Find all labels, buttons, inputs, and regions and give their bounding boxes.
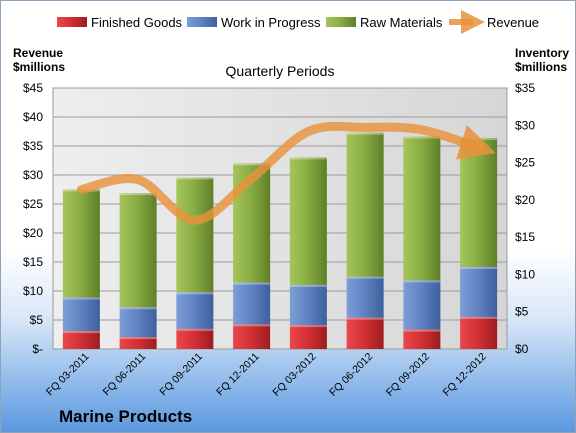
left-tick-label: $- [32,342,43,356]
bar-finished-goods-highlight [460,316,498,319]
x-tick-label: FQ 03-2012 [270,351,318,399]
right-tick-labels: $0 $5 $10 $15 $20 $25 $30 $35 [515,81,535,356]
right-tick-label: $5 [515,305,529,319]
legend-label-revenue: Revenue [487,15,539,30]
bar-finished-goods-highlight [403,329,441,332]
bar-work-in-progress [176,292,214,329]
bar-work-in-progress [460,266,498,317]
bar-work-in-progress [289,284,327,326]
bar-finished-goods [233,324,271,349]
bar-finished-goods-highlight [233,324,271,327]
bar-work-in-progress-highlight [403,280,441,283]
bar-raw-materials-highlight [289,157,327,160]
bar-finished-goods [62,331,100,349]
left-tick-label: $5 [30,313,44,327]
bar-finished-goods [403,329,441,349]
bar-raw-materials [346,132,384,277]
x-tick-label: FQ 06-2012 [327,351,375,399]
legend-swatch-finished-goods [57,17,87,27]
bar-raw-materials-highlight [119,193,157,196]
bar-finished-goods-highlight [346,317,384,320]
x-tick-label: FQ 09-2012 [384,351,432,399]
legend-label-raw-materials: Raw Materials [360,15,443,30]
bar-work-in-progress [403,280,441,330]
right-axis-title-line1: Inventory [515,46,569,60]
left-axis-title-line1: Revenue [13,46,63,60]
right-tick-label: $35 [515,81,535,95]
legend-swatch-raw-materials [326,17,356,27]
revenue-series-line [76,121,496,225]
right-tick-label: $25 [515,156,535,170]
bar-raw-materials-highlight [176,177,214,180]
left-tick-label: $40 [23,110,43,124]
left-tick-label: $20 [23,226,43,240]
bar-work-in-progress [346,276,384,318]
bar-finished-goods-highlight [289,325,327,328]
bar-work-in-progress [119,307,157,338]
bar-raw-materials [460,137,498,267]
bar-work-in-progress [62,297,100,332]
right-tick-label: $30 [515,118,535,132]
left-axis-title-line2: $millions [13,60,65,74]
bar-work-in-progress [233,282,271,325]
left-tick-label: $45 [23,81,43,95]
bar-raw-materials-highlight [403,136,441,139]
footer-company-name: Marine Products [59,407,192,426]
bar-work-in-progress-highlight [289,284,327,287]
bar-raw-materials [62,189,100,298]
bar-raw-materials [403,136,441,281]
left-tick-label: $15 [23,255,43,269]
x-tick-label: FQ 03-2011 [44,351,92,399]
right-tick-label: $10 [515,267,535,281]
bar-raw-materials [176,177,214,293]
left-tick-label: $25 [23,197,43,211]
right-tick-label: $15 [515,230,535,244]
x-tick-label: FQ 06-2011 [101,351,149,399]
bar-work-in-progress-highlight [460,266,498,269]
left-tick-label: $10 [23,284,43,298]
bar-finished-goods [176,328,214,349]
bar-finished-goods [289,325,327,349]
revenue-line [76,121,496,225]
right-tick-label: $20 [515,193,535,207]
bar-work-in-progress-highlight [176,292,214,295]
bar-work-in-progress-highlight [62,297,100,300]
bar-finished-goods [119,337,157,349]
bar-raw-materials [119,193,157,308]
bar-raw-materials [289,157,327,285]
bar-finished-goods [460,316,498,349]
plot-title: Quarterly Periods [226,63,335,79]
legend-swatch-work-in-progress [187,17,217,27]
bar-finished-goods-highlight [176,328,214,331]
legend-label-work-in-progress: Work in Progress [221,15,321,30]
bar-work-in-progress-highlight [233,282,271,285]
bar-raw-materials-highlight [346,132,384,135]
right-axis-title-line2: $millions [515,60,567,74]
bar-raw-materials-highlight [233,163,271,166]
bar-finished-goods-highlight [119,337,157,340]
bar-finished-goods-highlight [62,331,100,334]
bar-work-in-progress-highlight [119,307,157,310]
left-tick-labels: $- $5 $10 $15 $20 $25 $30 $35 $40 $45 [23,81,43,356]
x-tick-labels: FQ 03-2011 FQ 06-2011 FQ 09-2011 FQ 12-2011… [44,351,489,399]
left-tick-label: $35 [23,139,43,153]
bar-finished-goods [346,317,384,349]
bar-work-in-progress-highlight [346,276,384,279]
legend-label-finished-goods: Finished Goods [91,15,183,30]
x-tick-label: FQ 12-2012 [441,351,489,399]
right-tick-label: $0 [515,342,529,356]
x-tick-label: FQ 12-2011 [214,351,262,399]
x-tick-label: FQ 09-2011 [157,351,205,399]
left-tick-label: $30 [23,168,43,182]
legend: Finished Goods Work in Progress Raw Mate… [57,10,539,34]
